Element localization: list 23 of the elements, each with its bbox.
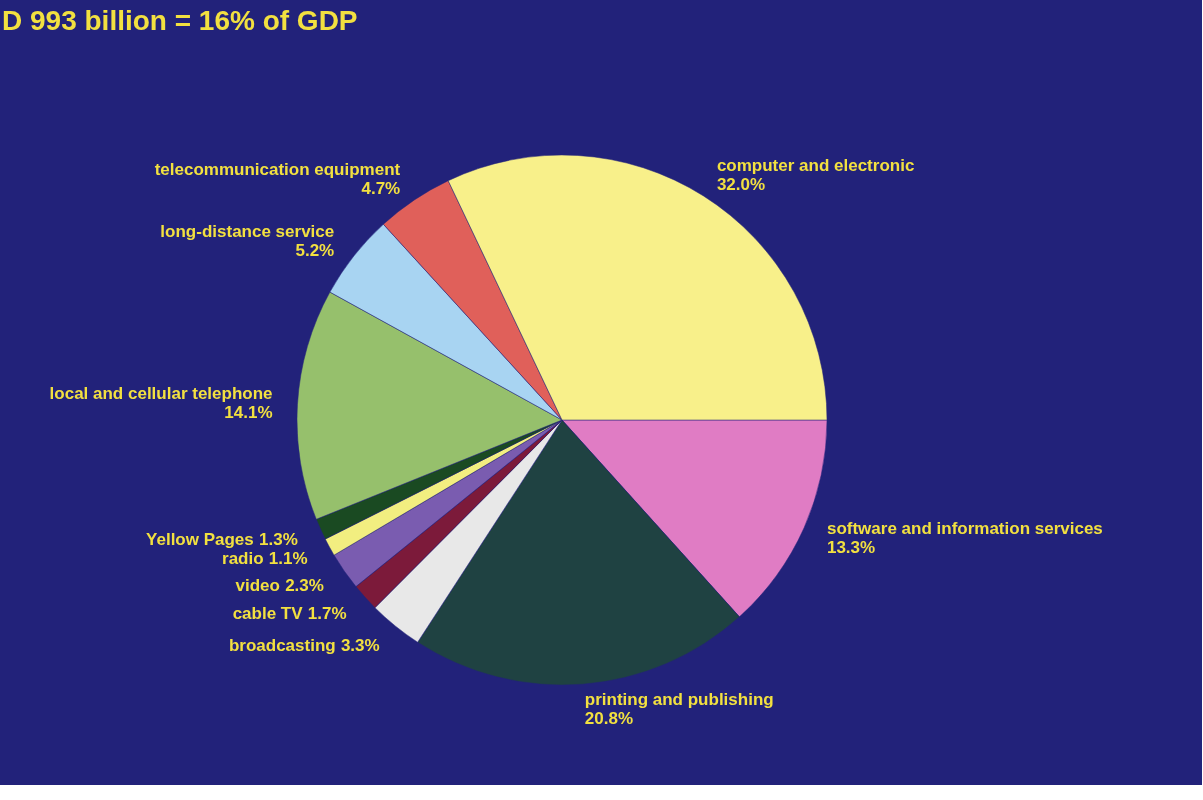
chart-title: D 993 billion = 16% of GDP: [2, 5, 358, 36]
slice-label: radio: [222, 549, 264, 569]
slice-label: video: [235, 575, 280, 595]
data-label: 32.0%: [716, 174, 766, 194]
slice-label: computer and electronic: [716, 155, 915, 175]
data-label: 13.3%: [826, 537, 876, 557]
slice-label: long-distance service: [160, 221, 335, 241]
slice-label: local and cellular telephone: [49, 383, 273, 403]
slice-label: telecommunication equipment: [154, 160, 401, 180]
slice-label: cable TV: [232, 604, 304, 624]
data-label: 4.7%: [361, 179, 401, 199]
data-label: 14.1%: [224, 402, 273, 422]
slice-label: printing and publishing: [584, 690, 774, 710]
data-label: 20.8%: [584, 709, 633, 729]
data-label: 1.7%: [307, 604, 347, 624]
data-label: 5.2%: [295, 240, 335, 260]
slice-label: Yellow Pages: [146, 529, 254, 549]
slice-label: broadcasting: [228, 635, 336, 655]
data-label: 1.3%: [259, 529, 298, 549]
data-label: 2.3%: [285, 575, 324, 595]
data-label: 1.1%: [268, 549, 308, 569]
data-label: 3.3%: [340, 635, 380, 655]
slice-label: software and information services: [826, 518, 1103, 538]
